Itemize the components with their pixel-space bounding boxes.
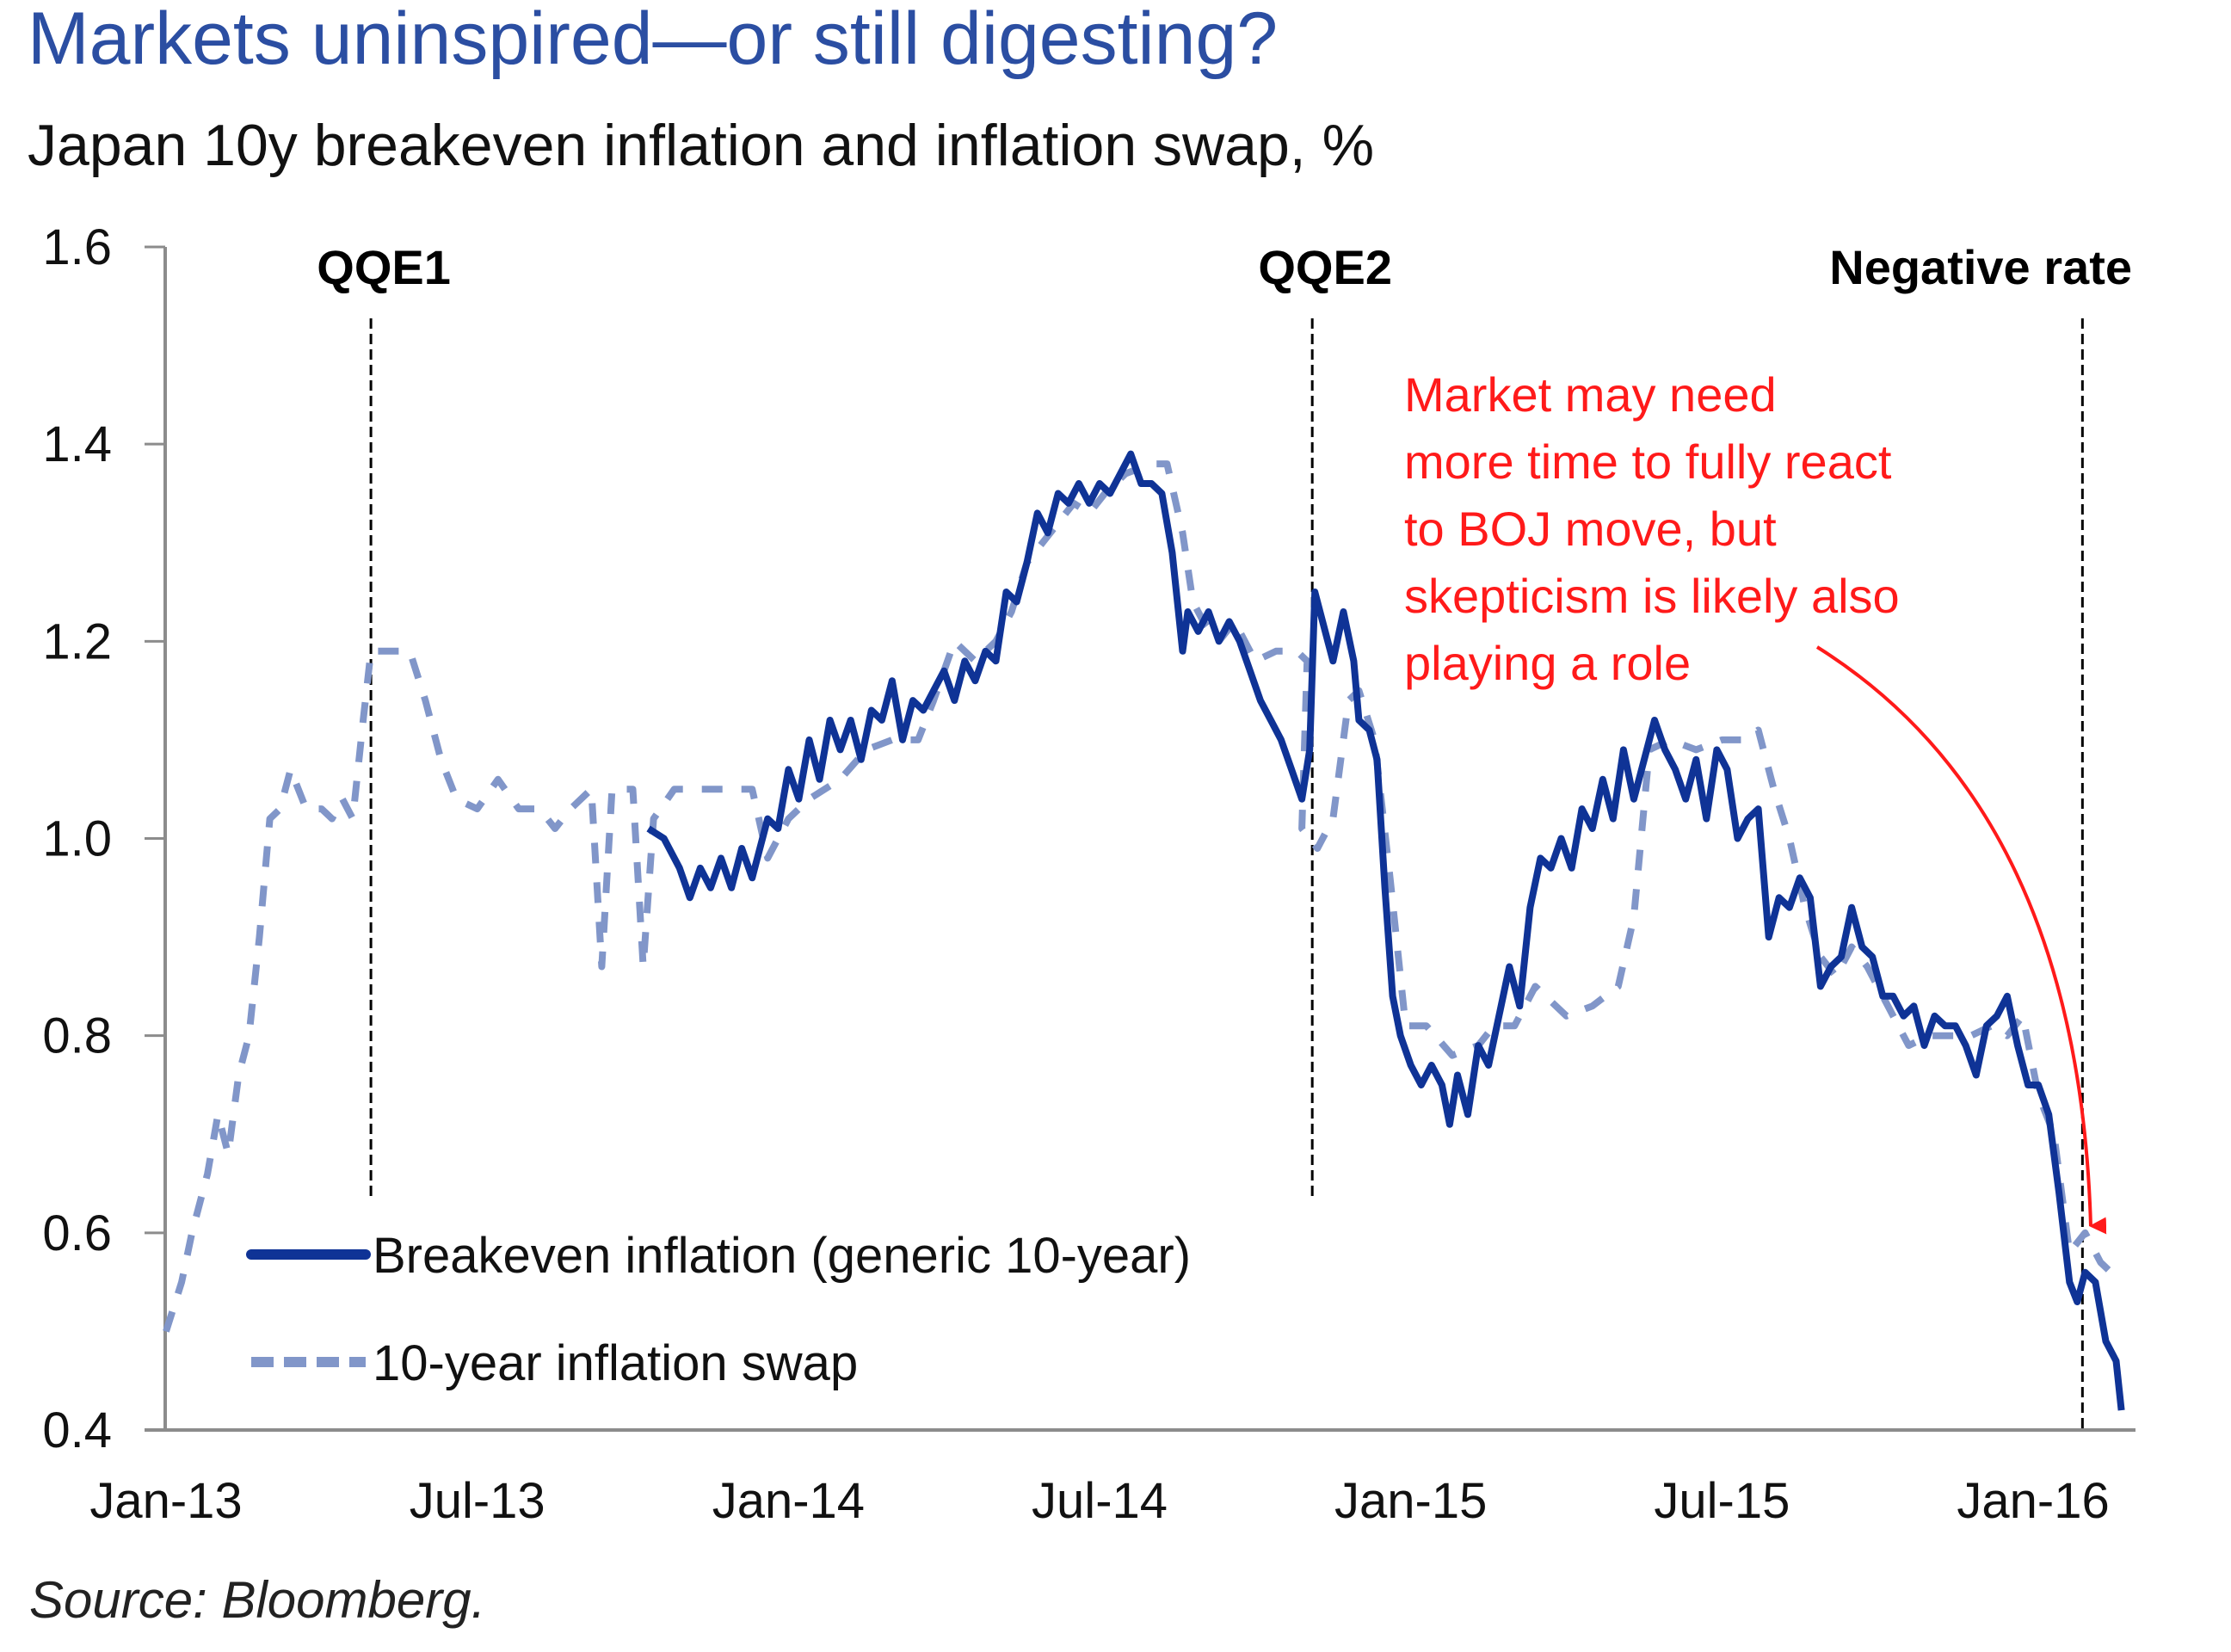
annotation-text-line: Market may need bbox=[1404, 367, 1777, 422]
y-tick-label: 0.6 bbox=[42, 1205, 112, 1261]
event-label: Negative rate bbox=[1829, 240, 2132, 294]
y-ticks: 1.6 1.4 1.2 1.0 0.8 0.6 0.4 bbox=[42, 219, 165, 1458]
x-tick-label: Jul-15 bbox=[1654, 1473, 1790, 1529]
event-label: QQE1 bbox=[317, 240, 451, 294]
x-ticks: Jan-13 Jul-13 Jan-14 Jul-14 Jan-15 Jul-15 Jan-… bbox=[89, 1473, 2109, 1529]
x-tick-label: Jan-13 bbox=[89, 1473, 242, 1529]
event-markers: QQE1 QQE2 Negative rate bbox=[317, 240, 2132, 1428]
y-tick-label: 1.4 bbox=[42, 416, 112, 472]
annotation-arrow bbox=[1815, 645, 2107, 1235]
x-tick-label: Jul-13 bbox=[410, 1473, 545, 1529]
source-note: Source: Bloomberg. bbox=[29, 1571, 486, 1629]
series-line-breakeven bbox=[646, 450, 2125, 1411]
y-tick-label: 1.0 bbox=[42, 811, 112, 867]
y-tick-label: 0.4 bbox=[42, 1402, 112, 1458]
annotation-text-line: skepticism is likely also bbox=[1404, 569, 1900, 623]
annotation-text-line: more time to fully react bbox=[1404, 435, 1892, 489]
annotation: Market may need more time to fully react t… bbox=[1404, 367, 2107, 1235]
legend-label-breakeven: Breakeven inflation (generic 10-year) bbox=[373, 1228, 1191, 1284]
x-tick-label: Jul-14 bbox=[1032, 1473, 1168, 1529]
annotation-text-line: playing a role bbox=[1404, 636, 1691, 690]
annotation-text-line: to BOJ move, but bbox=[1404, 502, 1777, 556]
x-tick-label: Jan-15 bbox=[1334, 1473, 1487, 1529]
y-tick-label: 0.8 bbox=[42, 1008, 112, 1064]
y-tick-label: 1.2 bbox=[42, 613, 112, 669]
y-tick-label: 1.6 bbox=[42, 219, 112, 275]
x-tick-label: Jan-16 bbox=[1957, 1473, 2109, 1529]
chart-title: Markets uninspired—or still digesting? bbox=[28, 0, 1279, 80]
chart-subtitle: Japan 10y breakeven inflation and inflat… bbox=[28, 113, 1375, 178]
legend: Breakeven inflation (generic 10-year) 10… bbox=[246, 1228, 1191, 1391]
series bbox=[163, 450, 2125, 1411]
x-tick-label: Jan-14 bbox=[712, 1473, 865, 1529]
legend-label-swap: 10-year inflation swap bbox=[373, 1335, 858, 1391]
event-label: QQE2 bbox=[1258, 240, 1392, 294]
series-line-swap bbox=[163, 460, 2114, 1333]
